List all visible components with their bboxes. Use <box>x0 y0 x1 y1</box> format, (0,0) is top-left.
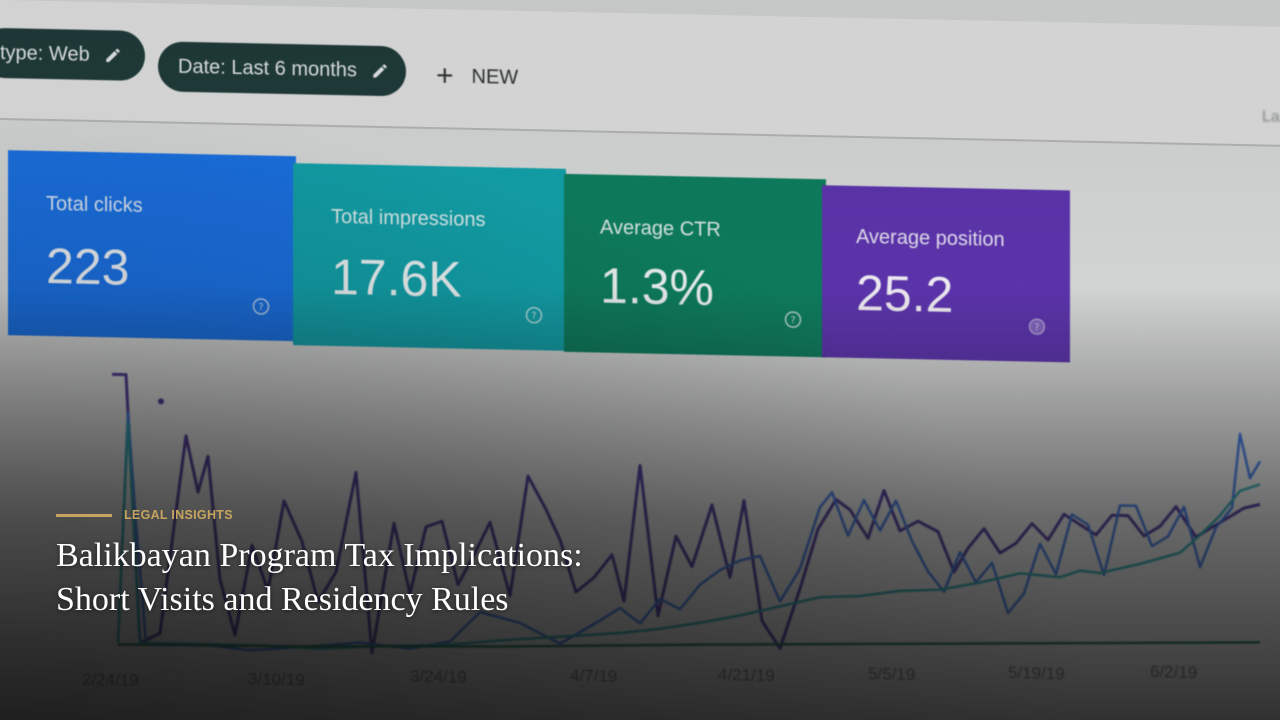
metric-label: Average CTR <box>600 216 721 242</box>
new-filter-label: NEW <box>471 65 519 89</box>
date-range-chip-label: Date: Last 6 months <box>178 55 357 81</box>
metric-card-total-impressions: Total impressions 17.6K ? <box>293 163 566 351</box>
pencil-icon <box>373 64 387 78</box>
help-circle-icon: ? <box>1028 318 1046 335</box>
svg-text:?: ? <box>258 302 263 313</box>
metric-card-average-ctr: Average CTR 1.3% ? <box>564 173 826 358</box>
article-caption: LEGAL INSIGHTS Balikbayan Program Tax Im… <box>56 508 776 645</box>
position-outlier-point <box>158 398 164 405</box>
article-title: Balikbayan Program Tax Implications: Sho… <box>56 534 776 622</box>
category-label: LEGAL INSIGHTS <box>124 508 233 522</box>
metric-value: 1.3% <box>600 257 714 316</box>
metric-card-average-position: Average position 25.2 ? <box>822 185 1070 363</box>
metric-label: Average position <box>856 225 1005 252</box>
accent-bar <box>56 513 112 517</box>
article-title-line-1: Balikbayan Program Tax Implications: <box>56 537 583 574</box>
metric-label: Total clicks <box>46 192 143 217</box>
metric-label: Total impressions <box>331 205 486 232</box>
metric-value: 223 <box>46 237 130 296</box>
metric-card-total-clicks: Total clicks 223 ? <box>8 150 296 342</box>
x-axis-tick: 6/2/19 <box>1150 662 1198 683</box>
category-eyebrow: LEGAL INSIGHTS <box>56 508 776 522</box>
help-circle-icon: ? <box>525 306 543 324</box>
x-axis-tick: 4/21/19 <box>718 665 775 686</box>
help-circle-icon: ? <box>784 311 802 328</box>
search-type-chip-label: type: Web <box>0 41 90 66</box>
date-range-chip: Date: Last 6 months <box>158 41 406 97</box>
x-axis-tick: 2/24/19 <box>82 669 139 690</box>
help-circle-icon: ? <box>252 298 270 315</box>
x-axis-tick: 3/24/19 <box>410 666 467 687</box>
search-type-chip: type: Web <box>0 27 145 82</box>
x-axis-tick: 4/7/19 <box>570 665 618 686</box>
x-axis-tick: 3/10/19 <box>248 669 305 690</box>
plus-icon: + <box>436 59 454 93</box>
metric-value: 25.2 <box>856 264 954 323</box>
svg-text:?: ? <box>790 315 795 326</box>
x-axis-tick: 5/19/19 <box>1008 663 1065 684</box>
metric-value: 17.6K <box>331 248 462 308</box>
pencil-icon <box>105 48 120 63</box>
x-axis-tick: 5/5/19 <box>868 664 916 685</box>
svg-text:?: ? <box>1034 322 1039 333</box>
article-title-line-2: Short Visits and Residency Rules <box>56 581 509 618</box>
new-filter-button: + NEW <box>436 59 519 93</box>
svg-text:?: ? <box>531 311 536 322</box>
cropped-edge-text: La <box>1262 108 1280 126</box>
